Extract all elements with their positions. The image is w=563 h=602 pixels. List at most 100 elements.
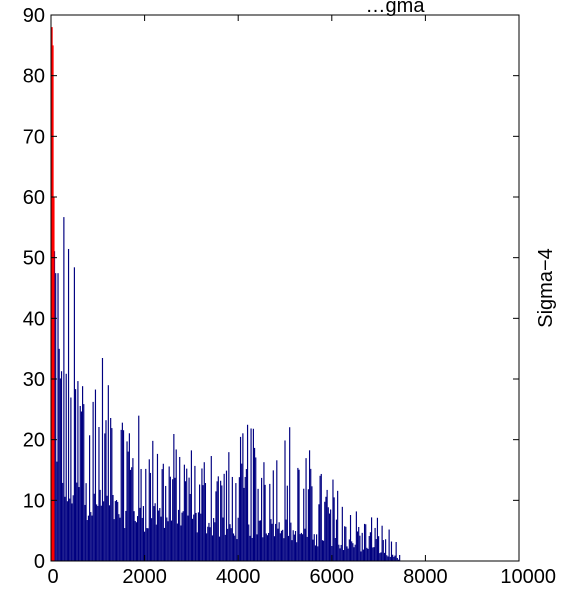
histogram-bar <box>177 509 180 561</box>
histogram-bar <box>132 458 134 561</box>
histogram-bar <box>62 482 64 561</box>
histogram-bar <box>202 485 204 561</box>
histogram-bar <box>250 428 252 561</box>
x-tick-label: 6000 <box>310 566 355 588</box>
histogram-bar <box>125 510 127 561</box>
histogram-bar <box>98 427 100 561</box>
histogram-bar <box>168 466 170 561</box>
histogram-bar <box>79 405 81 561</box>
histogram-bar <box>203 462 205 561</box>
histogram-bar <box>397 559 400 561</box>
histogram-bar <box>128 433 130 561</box>
histogram-bar <box>256 534 258 561</box>
histogram-bar <box>175 449 177 561</box>
histogram-bar <box>374 527 376 561</box>
histogram-bar <box>170 520 173 561</box>
histogram-bar <box>394 555 396 561</box>
histogram-bar <box>341 506 343 561</box>
histogram-bar <box>365 524 367 561</box>
y-tick-label: 90 <box>23 5 45 27</box>
histogram-bar <box>82 386 84 561</box>
histogram-bar <box>173 434 175 561</box>
histogram-bar <box>186 468 188 561</box>
x-tick-label: 4000 <box>216 566 261 588</box>
histogram-bar <box>144 531 146 561</box>
histogram-bar <box>318 504 320 561</box>
histogram-bar <box>320 473 322 561</box>
histogram-bar <box>112 494 114 561</box>
histogram-bar <box>87 515 90 561</box>
histogram-bar <box>91 515 93 561</box>
histogram-bar <box>210 456 212 561</box>
histogram-bar <box>310 468 312 561</box>
histogram-bar <box>244 476 246 561</box>
histogram-bar <box>131 467 133 561</box>
histogram-bar <box>375 539 377 561</box>
histogram-bar <box>122 430 125 561</box>
histogram-bar <box>385 539 387 561</box>
histogram-bar <box>181 512 183 561</box>
histogram-bar <box>183 464 185 561</box>
histogram-bar <box>180 525 182 561</box>
histogram-bar <box>275 523 277 561</box>
histogram-bar <box>298 469 300 561</box>
histogram-bar <box>214 522 216 561</box>
histogram-bar <box>182 511 184 561</box>
histogram-bar <box>140 468 142 561</box>
histogram-bar <box>165 485 167 561</box>
histogram-bar <box>63 217 65 561</box>
histogram-bar <box>108 505 111 561</box>
histogram-bar <box>199 484 201 561</box>
histogram-bar <box>72 495 74 561</box>
histogram-bar <box>113 519 115 561</box>
histogram-bar <box>399 554 401 561</box>
histogram-bar <box>206 533 208 561</box>
histogram-bar <box>145 468 147 561</box>
histogram-bar <box>290 522 292 561</box>
histogram-bar <box>306 536 308 561</box>
histogram-bar <box>222 517 224 561</box>
histogram-bar <box>308 450 311 561</box>
y-tick-label: 80 <box>23 66 45 88</box>
x-tick-label: 2000 <box>122 566 167 588</box>
histogram-bar <box>366 547 368 561</box>
histogram-bar <box>80 411 83 561</box>
histogram-bar <box>276 460 278 561</box>
histogram-bar <box>119 517 121 561</box>
histogram-bar <box>201 468 203 561</box>
histogram-bar <box>359 535 361 561</box>
y-tick-label: 50 <box>23 248 45 270</box>
histogram-bar <box>307 489 309 561</box>
histogram-bar <box>278 522 280 561</box>
histogram-bar <box>105 420 107 561</box>
histogram-bar <box>261 477 263 561</box>
histogram-bar <box>195 512 197 561</box>
x-tick-label: 10000 <box>500 566 556 588</box>
histogram-bar <box>100 505 102 561</box>
histogram-bar <box>97 506 99 561</box>
histogram-bar <box>354 544 356 561</box>
histogram-bar <box>94 389 97 561</box>
histogram-bar <box>272 470 274 561</box>
histogram-bar <box>76 482 78 561</box>
plot-area-frame <box>50 14 520 562</box>
histogram-bar <box>379 553 381 561</box>
histogram-bar <box>279 533 281 561</box>
histogram-bar <box>332 479 334 561</box>
histogram-bar <box>243 487 245 561</box>
histogram-bar <box>390 541 393 561</box>
histogram-bar <box>69 498 71 561</box>
histogram-bar <box>236 539 238 561</box>
histogram-bar <box>230 528 232 561</box>
histogram-bar <box>227 528 229 561</box>
y-tick-label: 60 <box>23 187 45 209</box>
histogram-bar <box>197 512 200 561</box>
histogram-bar <box>273 536 276 561</box>
histogram-bar <box>265 533 267 561</box>
histogram-bar <box>127 451 129 561</box>
histogram-bar <box>188 477 190 561</box>
histogram-bar <box>155 524 157 561</box>
histogram-bar <box>380 552 382 561</box>
histogram-bar <box>277 528 279 561</box>
